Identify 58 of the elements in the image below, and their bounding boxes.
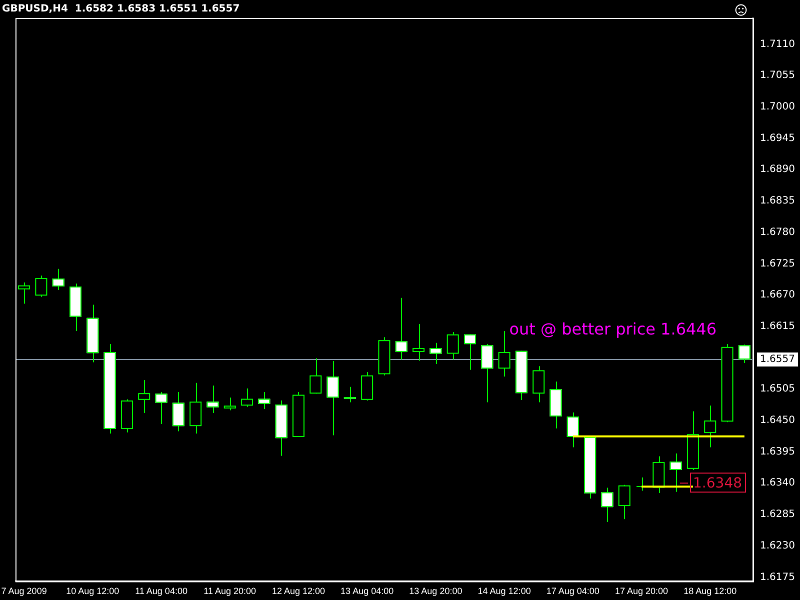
- y-tick-label: 1.6890: [760, 164, 796, 176]
- y-tick-label: 1.6835: [760, 196, 796, 207]
- x-tick-label: 14 Aug 12:00: [478, 586, 531, 596]
- candlestick: [566, 412, 579, 448]
- x-tick-label: 7 Aug 2009: [1, 586, 47, 596]
- candlestick: [344, 386, 356, 403]
- y-tick-label: 1.6780: [760, 226, 796, 238]
- candlestick: [738, 344, 750, 364]
- candlestick: [532, 366, 545, 403]
- candlestick: [412, 324, 425, 362]
- candlestick: [704, 405, 716, 448]
- candlestick: [498, 330, 510, 378]
- candlestick: [138, 379, 150, 414]
- x-tick-label: 17 Aug 04:00: [546, 586, 600, 596]
- y-tick-label: 1.6450: [760, 415, 796, 426]
- candlestick: [52, 268, 64, 290]
- candlestick: [310, 358, 322, 394]
- x-tick-label: 12 Aug 12:00: [272, 586, 326, 596]
- y-tick-label: 1.6395: [760, 446, 796, 458]
- x-tick-label: 17 Aug 20:00: [614, 586, 668, 596]
- candlestick: [258, 391, 270, 410]
- y-tick-label: 1.6175: [760, 572, 796, 583]
- x-tick-label: 13 Aug 04:00: [340, 586, 394, 596]
- candlestick: [18, 282, 30, 304]
- candlestick: [155, 391, 168, 424]
- y-tick-label: 1.7055: [760, 70, 796, 82]
- y-tick-label: 1.6285: [760, 509, 796, 520]
- candlestick: [241, 388, 254, 408]
- x-tick-label: 13 Aug 20:00: [409, 586, 462, 596]
- candlestick: [446, 332, 459, 360]
- candlestick: [618, 484, 630, 520]
- candlestick: [601, 487, 614, 522]
- y-tick-label: 1.6340: [760, 478, 796, 489]
- candlestick: [481, 344, 494, 403]
- y-tick-label: 1.6725: [760, 258, 796, 270]
- x-tick-label: 10 Aug 12:00: [66, 586, 120, 596]
- y-tick-label: 1.6670: [760, 290, 796, 301]
- candlestick: [35, 275, 48, 298]
- annotation: out @ better price 1.6446: [509, 320, 717, 339]
- candlestick: [464, 334, 476, 370]
- candlestick: [224, 397, 236, 411]
- candlestick: [430, 342, 442, 365]
- candlestick: [395, 297, 408, 360]
- x-tick-label: 11 Aug 04:00: [135, 586, 188, 596]
- x-tick-label: 18 Aug 12:00: [684, 586, 737, 596]
- ref-line-label: 1.6557: [760, 354, 796, 366]
- chart-title: GBPUSD,H4 1.6582 1.6583 1.6551 1.6557: [2, 4, 240, 15]
- y-tick-label: 1.6230: [760, 540, 796, 552]
- y-tick-label: 1.6945: [760, 132, 796, 144]
- candlestick: [326, 360, 339, 436]
- y-tick-label: 1.7110: [760, 38, 796, 50]
- candlestick: [172, 391, 184, 432]
- candlestick: [206, 385, 219, 414]
- x-tick-label: 11 Aug 20:00: [204, 586, 256, 596]
- y-tick-label: 1.6615: [760, 320, 796, 332]
- y-tick-label: 1.7000: [760, 102, 796, 113]
- annotation: 1.6348: [693, 475, 742, 492]
- y-tick-label: 1.6505: [760, 384, 796, 395]
